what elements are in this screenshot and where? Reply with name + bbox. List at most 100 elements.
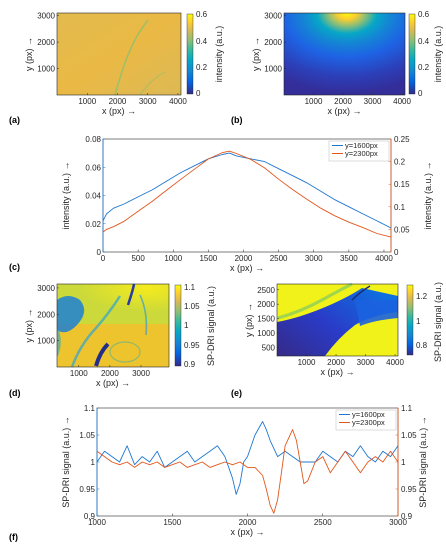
panel-letter-b: (b) [231,115,243,125]
heatmap-e-region [355,300,398,326]
heatmap-d-feature [70,295,122,368]
colorbar-d-tick: 1.1 [184,283,196,292]
y-axis-label: y (px) → [24,308,34,342]
x-tick-label: 2000 [109,97,127,106]
y-tick-label: 3000 [264,12,282,21]
colorbar-e-ticks: 1.2 1 0.8 [416,292,428,350]
y-tick-label: 1500 [257,315,275,324]
panel-f: 1000 1500 2000 2500 30000.90.9511.051.10.90.… [9,404,428,542]
heatmap-e-feature [351,285,371,301]
series-line-blue [102,152,392,229]
y-tick-label: 2000 [257,300,275,309]
panel-letter-f: (f) [9,532,18,542]
axes-f: 1000 1500 2000 2500 30000.90.9511.051.10.90.… [61,404,428,537]
heatmap-d-feature [94,342,110,367]
x-axis-label: x (px) → [320,367,354,377]
x-tick-label: 2000 [327,358,345,367]
heatmap-b-image [284,13,405,95]
y-left-tick-label: 0.02 [85,220,101,229]
heatmap-d-feature [139,294,148,336]
x-axis-label: x (px) → [327,106,361,116]
x-tick-label: 500 [131,254,145,263]
x-tick-label: 4000 [375,254,393,263]
x-tick-label: 3500 [340,254,358,263]
colorbar-b-tick: 0.6 [418,10,430,19]
axes-c: 0 500 1000 1500 2000 2500 3000 3500 400000.020.0… [61,135,433,273]
colorbar-d-label: SP-DRI signal (a.u.) [206,286,216,366]
y-left-tick-label: 1.05 [79,431,95,440]
colorbar-e-tick: 1 [416,317,421,326]
y-axis-label: y (px) → [251,37,261,71]
panel-letter-a: (a) [9,115,20,125]
panel-letter-d: (d) [9,388,21,398]
x-tick-label: 2500 [270,254,288,263]
colorbar-a-tick: 0.6 [196,10,208,19]
y-left-tick-label: 0.08 [85,135,101,144]
axes-d-frame [56,283,170,368]
legend-box [328,140,390,162]
colorbar-b-tick: 0.2 [418,63,430,72]
colorbar-d-ticks: 1.1 1.05 1 0.95 0.9 [184,283,200,369]
axes-b-frame [283,12,406,96]
y-right-axis-label: SP-DRI signal (a.u.) → [418,416,428,508]
heatmap-d-region [57,296,85,333]
x-tick-label: 1500 [163,518,181,527]
panel-letter-e: (e) [231,388,242,398]
colorbar-e-label: SP-DRI signal (a.u.) [433,282,443,362]
y-tick-label: 3000 [37,12,55,21]
x-tick-label: 1000 [164,254,182,263]
colorbar-a-label: intensity (a.u.) [214,26,224,83]
y-left-tick-label: 0.04 [85,192,101,201]
y-right-tick-label: 1.1 [401,404,413,413]
y-axis-label: y (px) → [244,303,254,337]
colorbar-a-tick: 0 [196,89,201,98]
x-tick-label: 4000 [393,97,411,106]
y-right-tick-label: 0.25 [394,135,410,144]
colorbar-d [174,284,182,367]
colorbar-a-tick: 0.4 [196,37,208,46]
heatmap-d-feature [109,341,141,363]
legend-entry: y=1600px [345,141,378,150]
y-left-tick-label: 0.95 [79,485,95,494]
x-tick-label: 2000 [101,369,119,378]
x-tick-label: 4000 [386,358,404,367]
y-left-axis-label: intensity (a.u.) → [61,161,71,229]
panel-e: 1000 2000 3000 4000 500 1000 1500 2000 2500 x (px… [231,282,443,398]
axes-a-frame [56,12,182,96]
y-left-tick-label: 1.1 [84,404,96,413]
y-right-tick-label: 0 [394,248,399,257]
x-tick-label: 3000 [364,97,382,106]
y-right-tick-label: 0.2 [394,158,406,167]
x-tick-label: 2500 [314,518,332,527]
y-tick-label: 1000 [37,337,55,346]
colorbar-b-tick: 0 [418,89,423,98]
heatmap-e-feature [277,282,353,320]
y-tick-label: 2000 [264,38,282,47]
axes-e: 1000 2000 3000 4000 500 1000 1500 2000 2500 x (px… [244,286,404,377]
heatmap-d-region [57,326,61,356]
y-tick-label: 2000 [37,38,55,47]
x-axis-label: x (px) → [230,263,264,273]
y-right-tick-label: 1 [401,458,406,467]
colorbar-d-tick: 1 [184,321,189,330]
x-tick-label: 3000 [357,358,375,367]
x-tick-label: 1000 [78,97,96,106]
x-tick-label: 3000 [139,97,157,106]
x-tick-label: 1500 [199,254,217,263]
legend-entry: y=2300px [345,149,378,158]
x-tick-label: 3000 [305,254,323,263]
legend-entry: y=1600px [352,410,385,419]
colorbar-b-tick: 0.4 [418,37,430,46]
heatmap-a-feature [114,19,149,96]
x-axis-label: x (px) → [96,378,130,388]
colorbar-a-tick: 0.2 [196,63,208,72]
panel-c: 0 500 1000 1500 2000 2500 3000 3500 400000.020.0… [9,135,433,273]
y-left-tick-label: 0.9 [84,512,96,521]
x-tick-label: 2000 [334,97,352,106]
panel-letter-c: (c) [9,262,20,272]
